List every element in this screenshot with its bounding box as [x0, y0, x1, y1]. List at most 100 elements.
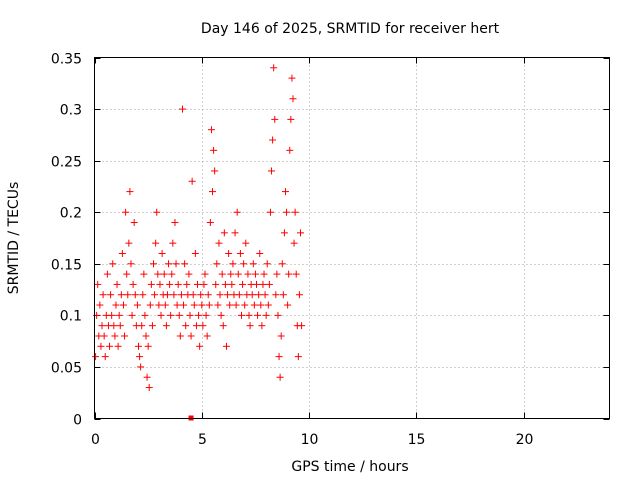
data-point	[168, 270, 176, 278]
data-point	[277, 332, 285, 340]
data-point	[169, 239, 177, 247]
data-point	[262, 311, 270, 319]
y-tick-label: 0.2	[60, 206, 82, 222]
data-point	[123, 270, 131, 278]
data-point	[137, 363, 145, 371]
data-point	[180, 301, 188, 309]
data-point	[274, 311, 282, 319]
data-point	[259, 280, 267, 288]
data-point	[214, 301, 222, 309]
data-point	[124, 291, 132, 299]
data-point	[297, 229, 304, 237]
data-point	[288, 74, 296, 82]
data-point	[272, 291, 280, 299]
data-point	[196, 342, 204, 350]
plot-frame	[94, 57, 610, 419]
data-point	[192, 322, 200, 330]
data-point	[96, 301, 104, 309]
data-point	[157, 311, 165, 319]
data-point	[107, 291, 115, 299]
data-point	[161, 301, 169, 309]
data-point	[110, 322, 118, 330]
data-point	[241, 301, 249, 309]
data-point	[152, 239, 160, 247]
data-point	[117, 291, 125, 299]
data-point	[160, 270, 168, 278]
data-point	[258, 322, 266, 330]
x-tick-label: 0	[91, 432, 100, 448]
data-point	[203, 332, 211, 340]
data-point	[176, 332, 184, 340]
data-point	[221, 280, 229, 288]
data-point	[170, 291, 178, 299]
x-tick-label: 5	[198, 432, 207, 448]
data-point	[207, 126, 215, 134]
data-point	[194, 280, 201, 288]
data-point	[246, 322, 254, 330]
data-point	[271, 115, 279, 123]
data-point	[289, 95, 297, 103]
y-tick-label: 0.35	[51, 52, 82, 68]
data-point	[101, 353, 109, 361]
data-point	[94, 280, 102, 288]
data-point	[121, 332, 129, 340]
data-point	[298, 322, 306, 330]
data-point	[92, 353, 100, 361]
data-point	[201, 270, 209, 278]
data-point	[255, 291, 263, 299]
data-point	[216, 291, 224, 299]
data-point	[151, 291, 159, 299]
data-point	[270, 64, 278, 72]
x-tick-label: 20	[516, 432, 534, 448]
data-point	[291, 208, 299, 216]
data-point	[162, 322, 170, 330]
data-point	[138, 322, 146, 330]
data-point	[294, 353, 302, 361]
data-point	[133, 301, 141, 309]
data-point	[134, 342, 142, 350]
data-point	[112, 301, 120, 309]
data-point	[278, 260, 286, 268]
tick-layer	[94, 57, 610, 420]
data-point	[248, 291, 256, 299]
data-point	[219, 322, 227, 330]
data-point	[97, 342, 105, 350]
data-point	[228, 280, 236, 288]
data-point	[240, 260, 248, 268]
data-point	[154, 270, 162, 278]
data-point	[140, 270, 148, 278]
data-point	[234, 270, 242, 278]
data-point	[125, 239, 133, 247]
data-point	[254, 311, 262, 319]
data-point	[227, 270, 235, 278]
data-point	[263, 260, 271, 268]
data-point	[131, 291, 139, 299]
data-point	[171, 219, 179, 227]
data-point	[249, 260, 257, 268]
data-point	[284, 301, 292, 309]
data-point	[99, 291, 107, 299]
x-axis-label: GPS time / hours	[291, 459, 408, 475]
data-point	[182, 322, 190, 330]
data-point	[175, 311, 183, 319]
data-point	[114, 342, 122, 350]
x-tick-label: 15	[408, 432, 426, 448]
data-point	[235, 291, 243, 299]
data-point	[178, 105, 186, 113]
data-point	[190, 301, 198, 309]
data-point	[239, 280, 247, 288]
data-point	[257, 301, 265, 309]
data-point	[113, 280, 121, 288]
data-point	[200, 280, 208, 288]
grid-layer	[94, 57, 610, 419]
data-point	[108, 311, 116, 319]
data-point	[148, 322, 156, 330]
data-point	[231, 229, 239, 237]
x-tick-label: 10	[301, 432, 319, 448]
data-point	[283, 208, 291, 216]
data-point	[292, 270, 300, 278]
chart-title: Day 146 of 2025, SRMTID for receiver her…	[201, 21, 500, 37]
data-point	[215, 239, 223, 247]
data-point	[218, 270, 226, 278]
data-point	[177, 291, 185, 299]
